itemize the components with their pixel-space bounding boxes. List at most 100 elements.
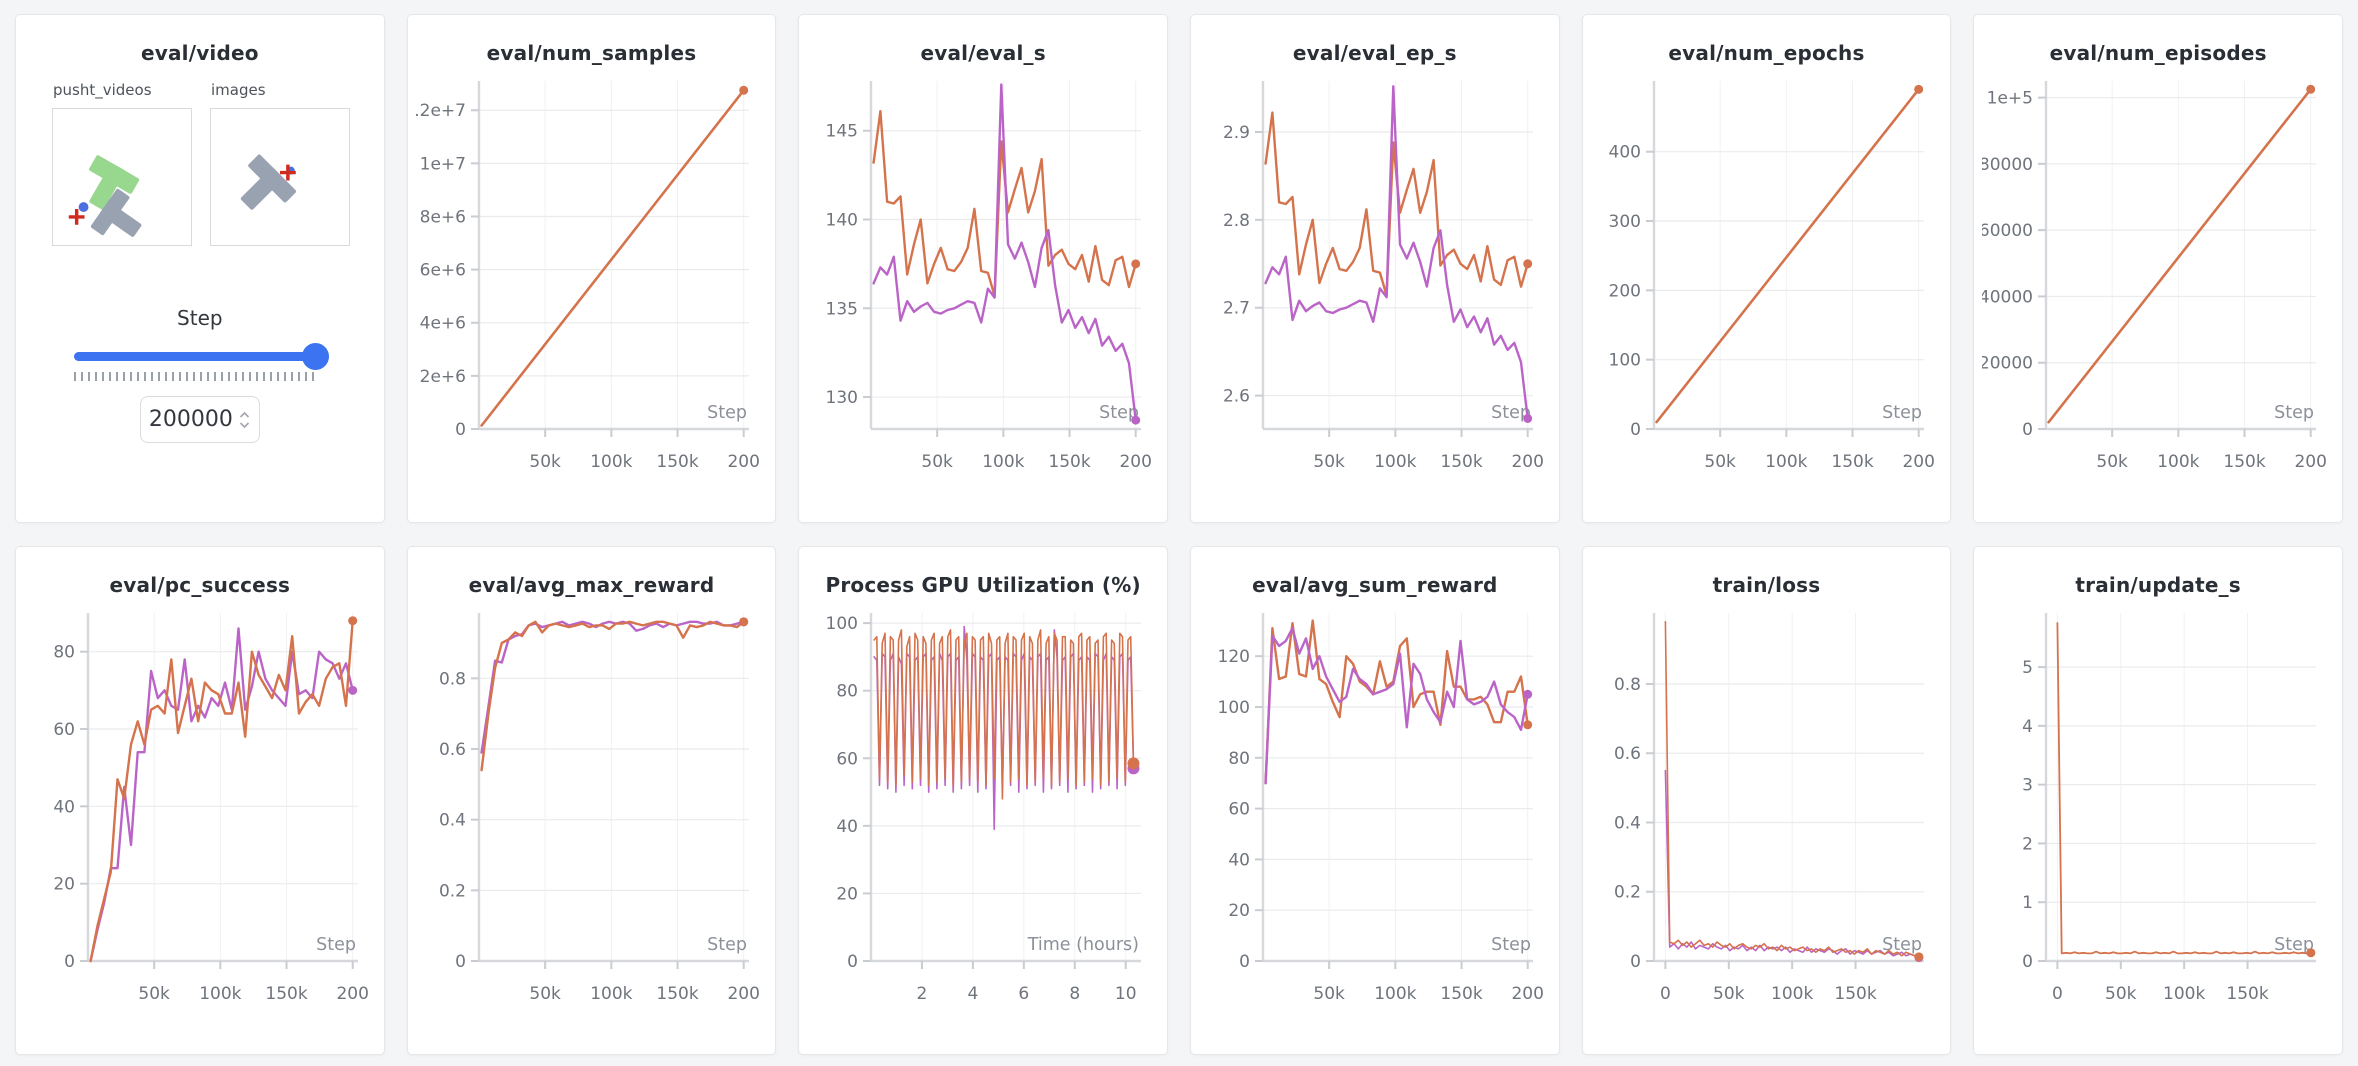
images-thumbnail[interactable] [210,108,350,246]
chart-canvas-eval-num-episodes[interactable]: 50k 100k 150k 200 0 20000 40000 60000 80000 1e+5 S… [1982,73,2334,477]
svg-text:Step: Step [1491,403,1531,423]
svg-text:200: 200 [728,984,760,1004]
svg-text:8e+6: 8e+6 [420,207,466,227]
svg-text:4e+6: 4e+6 [420,314,466,334]
svg-text:100k: 100k [199,984,241,1004]
svg-text:60: 60 [53,720,75,740]
media-caption: pusht_videos [53,81,152,99]
chart-canvas-eval-avg-sum-reward[interactable]: 50k 100k 150k 200 0 20 40 60 80 100 120 Step [1199,605,1551,1009]
dashboard-grid: eval/video pusht_videos [15,14,2343,1055]
panel-title: train/update_s [2075,573,2241,597]
svg-text:2: 2 [917,984,928,1004]
svg-text:50k: 50k [530,452,562,472]
svg-text:150k: 150k [1049,452,1091,472]
svg-text:100k: 100k [1772,984,1814,1004]
svg-text:50k: 50k [1705,452,1737,472]
panel-eval-num-samples: eval/num_samples 50k 100k 150k 200 0 2e+6 4e+6… [406,14,777,523]
svg-text:1e+7: 1e+7 [420,154,466,174]
svg-text:150k: 150k [657,452,699,472]
svg-text:80: 80 [837,682,859,702]
svg-text:Step: Step [708,403,748,423]
svg-text:50k: 50k [2097,452,2129,472]
panel-train-update-s: train/update_s 0 50k 100k 150k 0 1 2 3 4 5 Step [1973,546,2343,1055]
svg-text:50k: 50k [2105,984,2137,1004]
stepper-up-icon[interactable] [238,411,251,419]
panel-eval-avg-sum-reward: eval/avg_sum_reward 50k 100k 150k 200 0 20 40 6… [1189,546,1560,1055]
svg-text:0.8: 0.8 [1614,675,1641,695]
chart-canvas-train-update-s[interactable]: 0 50k 100k 150k 0 1 2 3 4 5 Step [1982,605,2334,1009]
svg-text:200: 200 [336,984,368,1004]
svg-text:3: 3 [2022,776,2033,796]
svg-text:100k: 100k [2157,452,2199,472]
panel-title: eval/video [140,41,259,65]
svg-text:60: 60 [837,749,859,769]
step-number-input[interactable]: 200000 [139,396,260,443]
svg-text:60: 60 [1228,800,1250,820]
step-value[interactable]: 200000 [148,407,233,432]
chart-canvas-eval-eval-s[interactable]: 50k 100k 150k 200 130 135 140 145 Step [807,73,1159,477]
panel-eval-num-episodes: eval/num_episodes 50k 100k 150k 200 0 20000 40… [1973,14,2343,523]
svg-text:0.4: 0.4 [1614,813,1641,833]
agent-dot [78,202,89,212]
svg-text:Step: Step [1491,935,1531,955]
svg-text:150k: 150k [657,984,699,1004]
panel-title: eval/num_epochs [1668,41,1865,65]
target-cross [280,164,296,181]
media-caption: images [211,81,266,99]
panel-eval-avg-max-reward: eval/avg_max_reward 50k 100k 150k 200 0 0.2 0.… [406,546,777,1055]
svg-text:40000: 40000 [1982,287,2033,307]
chart-canvas-eval-num-epochs[interactable]: 50k 100k 150k 200 0 100 200 300 400 Step [1590,73,1942,477]
svg-text:200: 200 [1120,452,1152,472]
svg-text:0: 0 [64,952,75,972]
svg-text:300: 300 [1609,212,1641,232]
svg-text:200: 200 [728,452,760,472]
svg-text:135: 135 [826,299,858,319]
svg-text:2: 2 [2022,834,2033,854]
panel-eval-eval-ep-s: eval/eval_ep_s 50k 100k 150k 200 2.6 2.7 2.8 2.… [1189,14,1560,523]
step-slider-track[interactable] [73,352,326,361]
panel-eval-video: eval/video pusht_videos [15,14,385,523]
stepper-down-icon[interactable] [238,421,251,429]
gray-t-block [240,154,297,210]
svg-text:20: 20 [1228,901,1250,921]
chart-canvas-eval-pc-success[interactable]: 50k 100k 150k 200 0 20 40 60 80 Step [24,605,376,1009]
panel-title: train/loss [1712,573,1821,597]
svg-text:0.2: 0.2 [1614,883,1641,903]
svg-text:0.8: 0.8 [439,669,466,689]
svg-text:100k: 100k [1374,984,1416,1004]
panel-title: eval/eval_s [920,41,1046,65]
svg-text:150k: 150k [265,984,307,1004]
svg-text:4: 4 [2022,717,2033,737]
step-slider-thumb[interactable] [301,343,329,370]
panel-title: eval/eval_ep_s [1292,41,1457,65]
svg-text:Step: Step [1099,403,1139,423]
svg-text:80000: 80000 [1982,155,2033,175]
svg-text:1e+5: 1e+5 [1987,89,2033,109]
svg-text:60000: 60000 [1982,221,2033,241]
svg-text:120: 120 [1217,647,1249,667]
svg-text:40: 40 [837,817,859,837]
svg-text:6e+6: 6e+6 [420,261,466,281]
chart-canvas-eval-num-samples[interactable]: 50k 100k 150k 200 0 2e+6 4e+6 6e+6 8e+6 1e+7 1.2e+… [415,73,767,477]
chart-canvas-eval-avg-max-reward[interactable]: 50k 100k 150k 200 0 0.2 0.4 0.6 0.8 Step [415,605,767,1009]
svg-text:150k: 150k [2224,452,2266,472]
svg-text:145: 145 [826,122,858,142]
svg-text:0: 0 [1660,984,1671,1004]
pusht-video-thumbnail[interactable] [52,108,192,246]
svg-text:150k: 150k [1832,452,1874,472]
svg-text:200: 200 [1903,452,1935,472]
panel-eval-pc-success: eval/pc_success 50k 100k 150k 200 0 20 40 60 80 S… [15,546,385,1055]
step-slider[interactable] [73,343,329,370]
svg-text:100: 100 [1217,698,1249,718]
svg-text:100: 100 [826,614,858,634]
svg-text:20: 20 [53,875,75,895]
panel-title: eval/avg_sum_reward [1252,573,1498,597]
svg-text:50k: 50k [922,452,954,472]
svg-text:2e+6: 2e+6 [420,367,466,387]
chart-canvas-eval-eval-ep-s[interactable]: 50k 100k 150k 200 2.6 2.7 2.8 2.9 Step [1199,73,1551,477]
step-control: Step 200000 [16,306,384,443]
svg-text:140: 140 [826,210,858,230]
chart-canvas-train-loss[interactable]: 0 50k 100k 150k 0 0.2 0.4 0.6 0.8 Step [1590,605,1942,1009]
svg-text:50k: 50k [1714,984,1746,1004]
